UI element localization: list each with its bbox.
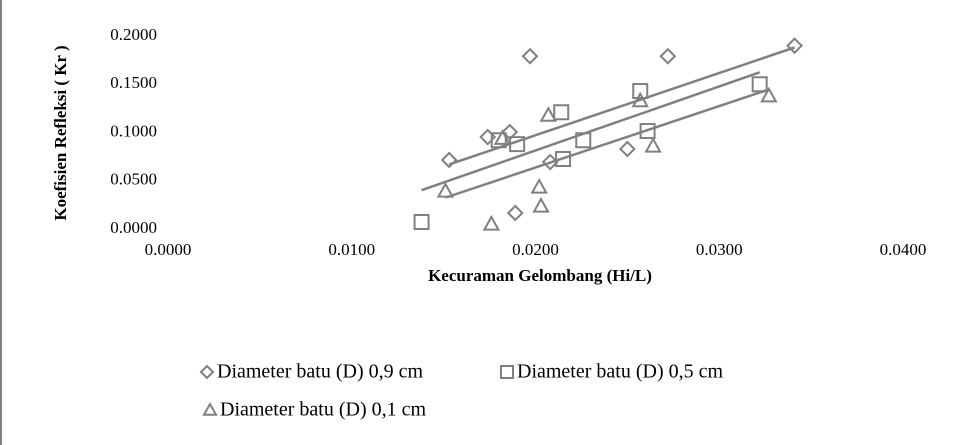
data-point <box>530 177 548 194</box>
trendline <box>421 71 761 192</box>
data-point <box>440 151 458 169</box>
y-tick-label: 0.0500 <box>110 170 157 189</box>
x-tick-label: 0.0000 <box>145 240 192 259</box>
data-point <box>506 204 524 222</box>
legend-label: Diameter batu (D) 0,1 cm <box>220 399 426 421</box>
data-point <box>786 37 804 55</box>
data-point <box>553 104 570 121</box>
data-point <box>532 196 550 213</box>
legend-marker <box>199 364 215 380</box>
data-point <box>493 129 512 145</box>
data-point <box>539 106 558 122</box>
legend-marker <box>202 401 218 416</box>
x-axis-title: Kecuraman Gelombang (Hi/L) <box>428 266 652 285</box>
data-point <box>436 181 455 198</box>
x-tick-label: 0.0400 <box>880 240 927 259</box>
x-tick-label: 0.0300 <box>696 240 743 259</box>
y-axis-title: Koefisien Refleksi ( Kr ) <box>51 45 70 220</box>
data-point <box>632 83 649 100</box>
data-point <box>509 136 526 153</box>
y-tick-label: 0.0000 <box>110 218 157 237</box>
legend-marker <box>500 365 514 379</box>
y-tick-label: 0.2000 <box>110 25 157 44</box>
legend-label: Diameter batu (D) 0,9 cm <box>217 361 423 383</box>
data-point <box>644 136 662 153</box>
data-point <box>631 91 649 108</box>
data-point <box>659 47 677 65</box>
x-tick-label: 0.0200 <box>512 240 559 259</box>
data-point <box>482 214 501 231</box>
y-tick-label: 0.1500 <box>110 73 157 92</box>
data-point <box>575 132 592 149</box>
y-tick-label: 0.1000 <box>110 121 157 140</box>
x-tick-label: 0.0100 <box>328 240 375 259</box>
data-point <box>555 151 572 168</box>
data-point <box>521 47 539 65</box>
data-point <box>760 86 778 103</box>
trendline <box>445 88 770 199</box>
data-point <box>413 213 430 230</box>
data-point <box>639 123 656 140</box>
legend-label: Diameter batu (D) 0,5 cm <box>517 361 723 383</box>
data-point <box>541 153 559 171</box>
data-point <box>618 140 636 158</box>
